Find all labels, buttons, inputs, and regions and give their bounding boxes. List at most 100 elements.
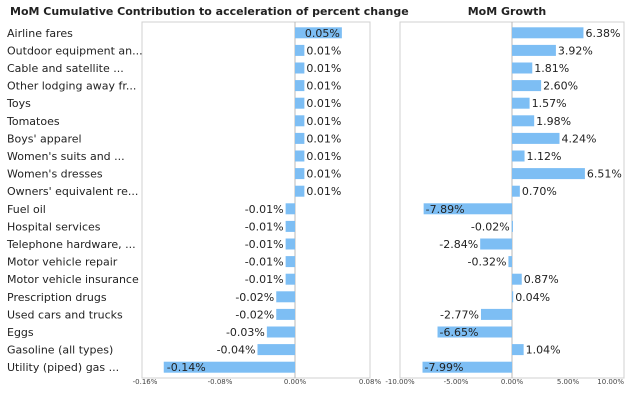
value-label: -0.01%	[245, 256, 284, 269]
bar	[295, 97, 305, 109]
value-label: -0.14%	[167, 361, 206, 374]
bar	[285, 238, 295, 250]
bar	[512, 150, 525, 162]
category-label: Used cars and trucks	[7, 308, 123, 321]
value-label: -2.77%	[440, 308, 479, 321]
value-label: -0.02%	[235, 291, 274, 304]
value-label: 1.12%	[527, 150, 562, 163]
value-label: -0.01%	[245, 220, 284, 233]
value-label: 0.87%	[524, 273, 559, 286]
bar	[295, 62, 305, 74]
bar	[512, 185, 520, 197]
value-label: -2.84%	[439, 238, 478, 251]
value-label: -0.04%	[217, 344, 256, 357]
x-tick-label: 0.00%	[501, 378, 524, 386]
value-label: -0.03%	[226, 326, 265, 339]
x-tick-label: -5.00%	[444, 378, 469, 386]
value-label: 0.01%	[306, 44, 341, 57]
x-tick-label: -0.08%	[208, 378, 233, 386]
bar	[163, 361, 295, 373]
bar	[512, 344, 524, 356]
value-label: 4.24%	[561, 132, 596, 145]
x-tick-label: -0.16%	[133, 378, 158, 386]
bar	[285, 203, 295, 215]
bar	[508, 256, 512, 268]
bar	[423, 203, 512, 215]
bar	[295, 132, 305, 144]
value-label: 0.70%	[522, 185, 557, 198]
bar	[512, 273, 522, 285]
value-label: 0.01%	[306, 62, 341, 75]
bar	[295, 185, 305, 197]
value-label: -0.01%	[245, 238, 284, 251]
value-label: 0.01%	[306, 115, 341, 128]
x-tick-label: 0.00%	[284, 378, 307, 386]
category-label: Outdoor equipment an...	[7, 44, 143, 57]
bar	[295, 80, 305, 92]
value-label: 2.60%	[543, 80, 578, 93]
category-label: Other lodging away fr...	[7, 80, 136, 93]
value-label: 6.38%	[585, 27, 620, 40]
value-label: 0.01%	[306, 185, 341, 198]
value-label: 6.51%	[587, 168, 622, 181]
bar	[512, 132, 560, 144]
x-tick-label: 5.00%	[557, 378, 580, 386]
value-label: -0.01%	[245, 273, 284, 286]
category-label: Hospital services	[7, 220, 101, 233]
bar	[480, 308, 512, 320]
category-label: Women's dresses	[7, 168, 103, 181]
right-series: 6.38% 3.92% 1.81% 2.60% 1.57% 1.98% 4.24% 1.12%…	[385, 22, 624, 386]
bar	[511, 220, 513, 232]
value-label: 0.01%	[306, 132, 341, 145]
bar	[512, 62, 533, 74]
category-label: Motor vehicle insurance	[7, 273, 139, 286]
bar	[512, 291, 514, 303]
value-label: -7.99%	[425, 361, 464, 374]
value-label: 1.04%	[526, 344, 561, 357]
value-label: 1.81%	[534, 62, 569, 75]
category-label: Gasoline (all types)	[7, 344, 113, 357]
bar	[512, 80, 542, 92]
category-label: Prescription drugs	[7, 291, 107, 304]
bar	[437, 326, 512, 338]
bar	[285, 256, 295, 268]
bar	[266, 326, 295, 338]
left-chart-title: MoM Cumulative Contribution to accelerat…	[10, 5, 409, 18]
category-label: Airline fares	[7, 27, 73, 40]
category-label: Telephone hardware, ...	[6, 238, 136, 251]
value-label: 0.01%	[306, 150, 341, 163]
bar	[295, 150, 305, 162]
value-label: 1.98%	[536, 115, 571, 128]
right-chart-title: MoM Growth	[468, 5, 547, 18]
category-label: Fuel oil	[7, 203, 46, 216]
bar	[295, 168, 305, 180]
category-label: Motor vehicle repair	[7, 256, 118, 269]
category-label: Toys	[6, 97, 31, 110]
bar	[480, 238, 512, 250]
bar	[295, 44, 305, 56]
value-label: -0.02%	[235, 308, 274, 321]
value-label: 0.01%	[306, 97, 341, 110]
left-series: 0.05% 0.01% 0.01% 0.01% 0.01% 0.01% 0.01% 0.01%…	[133, 22, 381, 386]
category-label: Tomatoes	[6, 115, 60, 128]
category-label: Cable and satellite ...	[7, 62, 124, 75]
bar	[512, 44, 556, 56]
bar	[285, 220, 295, 232]
value-label: -7.89%	[426, 203, 465, 216]
value-label: 1.57%	[532, 97, 567, 110]
category-labels: Airline fares Outdoor equipment an... Cabl…	[6, 27, 143, 374]
value-label: 0.01%	[306, 168, 341, 181]
value-label: -6.65%	[440, 326, 479, 339]
value-label: -0.02%	[471, 220, 510, 233]
category-label: Utility (piped) gas ...	[7, 361, 119, 374]
bar	[276, 291, 295, 303]
value-label: -0.01%	[245, 203, 284, 216]
bar	[512, 27, 584, 39]
bar	[257, 344, 295, 356]
value-label: 0.01%	[306, 80, 341, 93]
category-label: Women's suits and ...	[7, 150, 125, 163]
x-tick-label: -10.00%	[385, 378, 415, 386]
bar	[295, 27, 342, 39]
category-label: Owners' equivalent re...	[7, 185, 138, 198]
